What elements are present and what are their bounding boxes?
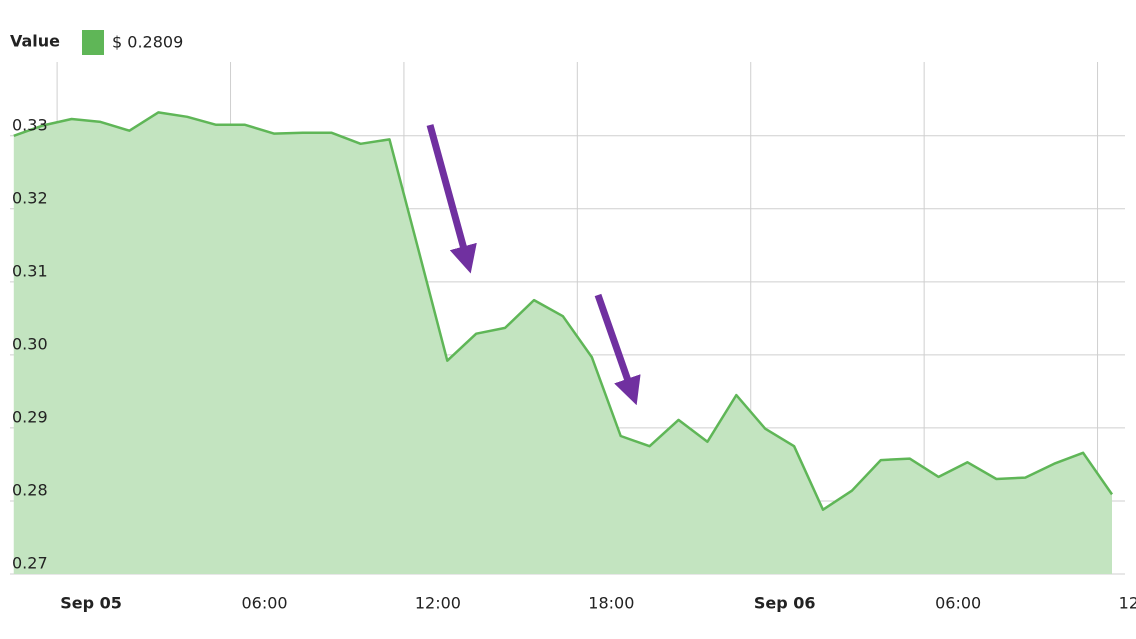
x-tick-label: 06:00	[241, 594, 287, 613]
x-tick-label: Sep 06	[754, 594, 816, 613]
arrow	[426, 124, 477, 274]
x-tick-label: 06:00	[935, 594, 981, 613]
y-tick-label: 0.31	[12, 261, 48, 280]
x-tick-label: 12:00	[415, 594, 461, 613]
legend-label: $ 0.2809	[112, 33, 183, 52]
y-tick-label: 0.30	[12, 334, 48, 353]
y-tick-label: 0.33	[12, 115, 48, 134]
y-tick-label: 0.27	[12, 554, 48, 573]
area	[13, 112, 1113, 575]
line	[13, 111, 1114, 511]
y-tick-label: 0.29	[12, 407, 48, 426]
legend-swatch	[82, 30, 104, 55]
y-tick-label: 0.28	[12, 480, 48, 499]
arrow	[594, 293, 641, 406]
x-tick-label: 18:00	[588, 594, 634, 613]
y-tick-label: 0.32	[12, 188, 48, 207]
x-tick-label: 12:	[1119, 594, 1136, 613]
x-tick-label: Sep 05	[60, 594, 122, 613]
legend-title: Value	[10, 32, 60, 51]
